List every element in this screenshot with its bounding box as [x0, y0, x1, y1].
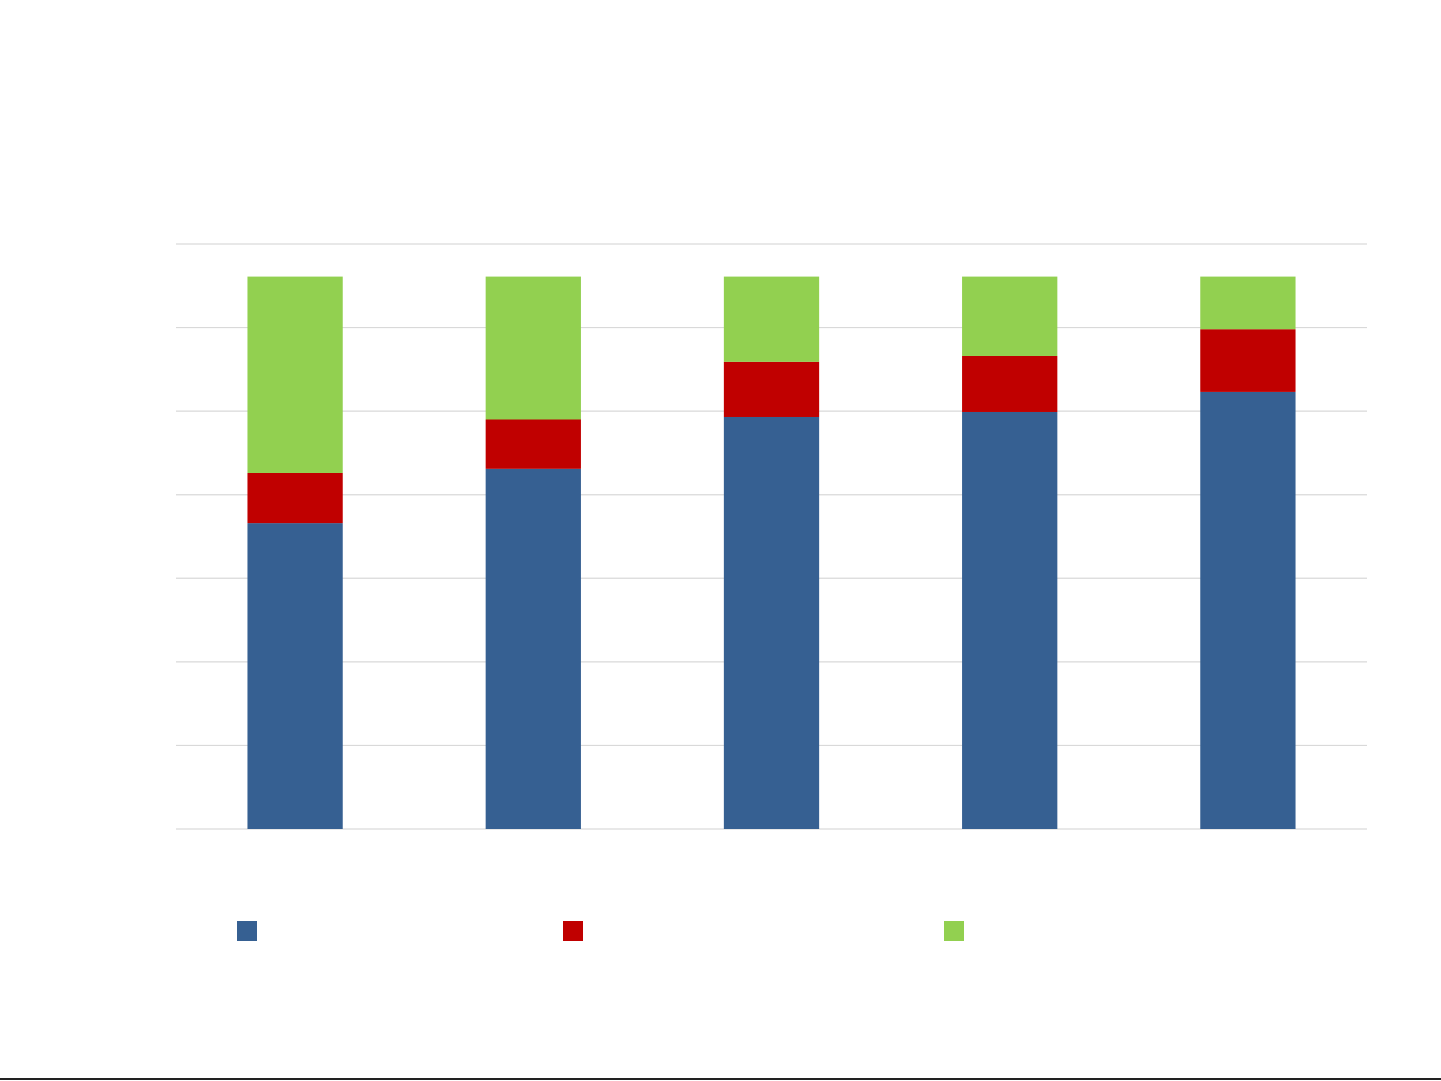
bar-segment-0-series-1: [247, 472, 343, 524]
legend-swatch-1: [563, 921, 583, 941]
legend-swatch-2: [944, 921, 964, 941]
bar-segment-4-series-2: [1200, 276, 1296, 330]
bar-segment-0-series-2: [247, 276, 343, 473]
bottom-border: [0, 1078, 1441, 1080]
legend-swatch-0: [237, 921, 257, 941]
bar-segment-4-series-0: [1200, 391, 1296, 829]
bar-segment-4-series-1: [1200, 329, 1296, 392]
bar-segment-0-series-0: [247, 523, 343, 829]
bar-segment-1-series-0: [485, 468, 581, 829]
bar-segment-3-series-0: [962, 411, 1058, 829]
bar-segment-1-series-2: [485, 276, 581, 420]
bar-segment-3-series-2: [962, 276, 1058, 356]
bar-segment-2-series-0: [723, 416, 820, 829]
bar-segment-2-series-2: [723, 276, 820, 362]
bar-segment-3-series-1: [962, 355, 1058, 412]
bar-segment-1-series-1: [485, 419, 581, 469]
bars: [247, 276, 1296, 829]
legend: [237, 921, 964, 941]
bar-segment-2-series-1: [723, 361, 820, 417]
